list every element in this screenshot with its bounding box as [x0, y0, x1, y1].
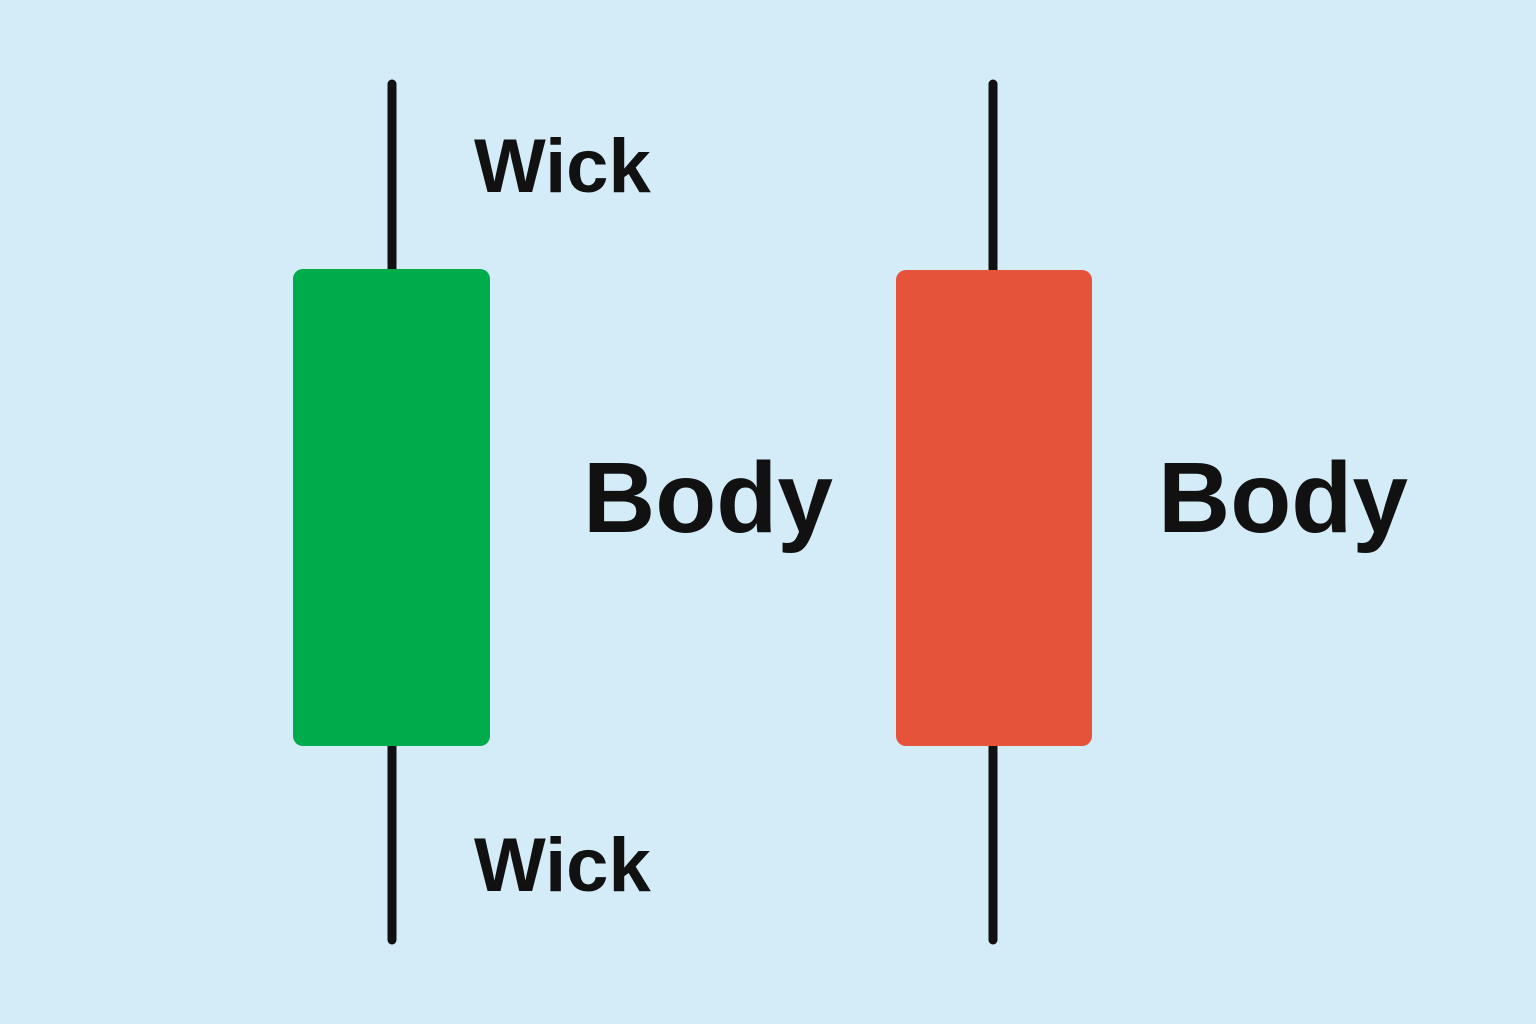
lower-wick-label: Wick: [474, 823, 651, 908]
upper-wick-label: Wick: [474, 124, 651, 209]
red-body-label: Body: [1158, 442, 1408, 554]
green-body-label: Body: [583, 442, 833, 554]
green-candlestick: [293, 79, 490, 945]
green-candle-body: [293, 269, 490, 746]
red-candle-body: [896, 270, 1092, 746]
red-candlestick: [896, 79, 1092, 945]
